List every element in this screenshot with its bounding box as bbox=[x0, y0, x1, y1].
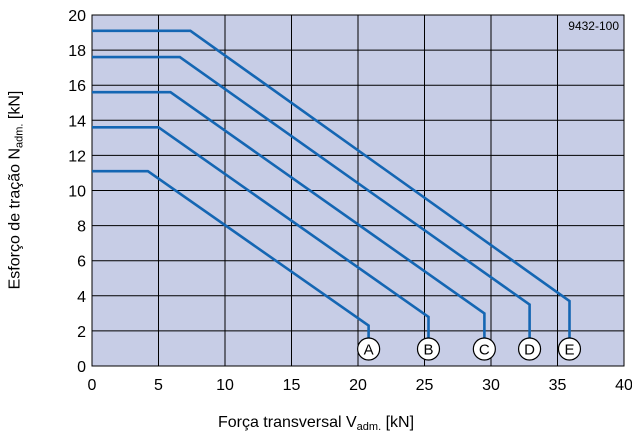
y-tick-label: 4 bbox=[77, 289, 86, 306]
y-axis-title-main: Esforço de tração N bbox=[6, 147, 24, 290]
y-tick-label: 20 bbox=[68, 8, 86, 25]
series-marker-circle bbox=[517, 337, 542, 361]
series-line-E bbox=[92, 29, 571, 351]
y-tick-labels: 0 2 4 6 8 10 12 14 16 18 20 bbox=[68, 8, 86, 376]
series-group bbox=[92, 29, 571, 351]
x-tick-label: 20 bbox=[349, 377, 367, 394]
x-tick-label: 15 bbox=[283, 377, 301, 394]
y-axis-title-sub: adm. bbox=[13, 123, 26, 148]
y-axis-title: Esforço de tração Nadm. [kN] bbox=[7, 91, 26, 290]
series-marker-circle bbox=[416, 337, 441, 361]
y-tick-label: 12 bbox=[68, 148, 86, 165]
series-marker-label: A bbox=[364, 342, 374, 359]
x-tick-labels: 0 5 10 15 20 25 30 35 40 bbox=[88, 377, 632, 394]
grid bbox=[92, 15, 624, 366]
y-tick-label: 8 bbox=[77, 219, 86, 236]
series-line-C bbox=[92, 90, 486, 351]
y-tick-label: 6 bbox=[77, 254, 86, 271]
y-tick-label: 14 bbox=[68, 113, 86, 130]
series-line-B bbox=[92, 126, 430, 351]
x-axis-title-unit: [kN] bbox=[381, 414, 415, 431]
x-tick-label: 25 bbox=[416, 377, 434, 394]
series-marker-label: B bbox=[423, 342, 433, 359]
x-axis-title-sub: adm. bbox=[356, 421, 382, 433]
y-tick-label: 0 bbox=[77, 359, 86, 376]
y-tick-label: 16 bbox=[68, 78, 86, 95]
series-marker-label: D bbox=[524, 342, 535, 359]
x-tick-label: 5 bbox=[154, 377, 163, 394]
corner-label: 9432-100 bbox=[568, 19, 619, 33]
series-line-D bbox=[92, 55, 531, 351]
x-tick-label: 30 bbox=[482, 377, 500, 394]
series-marker-circle bbox=[557, 337, 582, 361]
x-axis-title: Força transversal Vadm. [kN] bbox=[0, 414, 632, 433]
x-tick-label: 0 bbox=[88, 377, 97, 394]
marker-group: A B C D E bbox=[357, 337, 582, 361]
series-marker-label: C bbox=[479, 342, 490, 359]
x-tick-label: 35 bbox=[549, 377, 567, 394]
y-tick-label: 10 bbox=[68, 184, 86, 201]
x-tick-label: 10 bbox=[216, 377, 234, 394]
series-marker-circle bbox=[472, 337, 496, 361]
series-marker-circle bbox=[357, 337, 381, 361]
x-axis-title-main: Força transversal V bbox=[217, 414, 357, 431]
y-axis-title-unit: [kN] bbox=[6, 90, 24, 124]
series-marker-label: E bbox=[564, 342, 574, 359]
y-tick-label: 18 bbox=[68, 43, 86, 60]
y-tick-label: 2 bbox=[77, 324, 86, 341]
x-tick-label: 40 bbox=[615, 377, 632, 394]
